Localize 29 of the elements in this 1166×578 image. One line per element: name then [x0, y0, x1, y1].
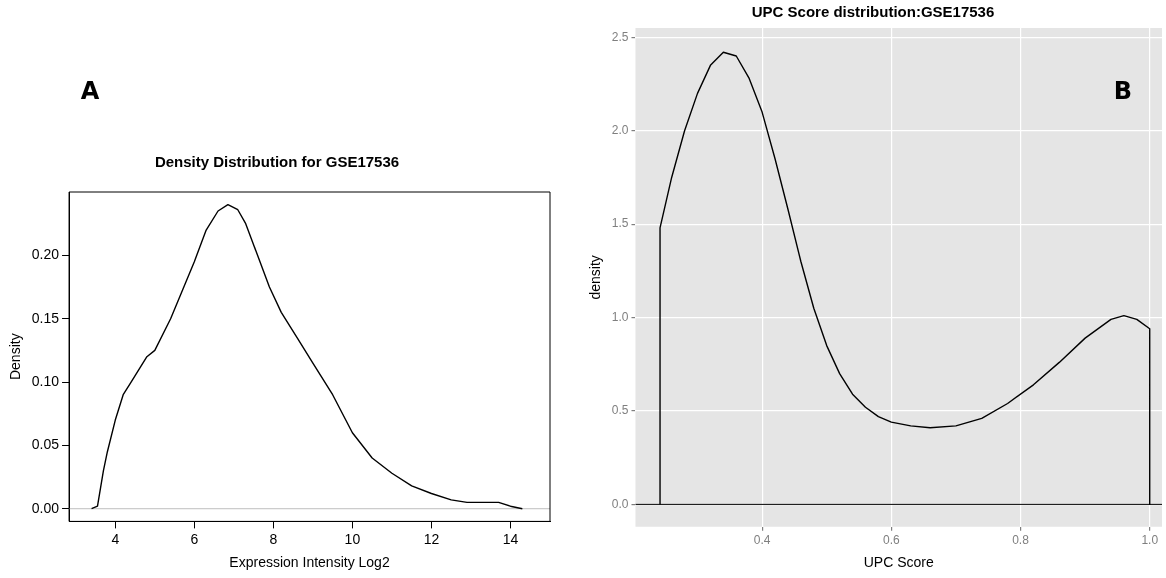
x-tick-label: 4	[111, 530, 120, 547]
y-tick-label: 1.5	[611, 216, 629, 231]
x-tick-label: 12	[423, 530, 440, 547]
y-axis-title: Density	[7, 333, 24, 381]
y-tick-label: 1.0	[611, 309, 629, 324]
y-tick-label: 0.00	[31, 499, 60, 516]
x-tick-label: 8	[269, 530, 278, 547]
annotation: B	[1113, 77, 1133, 106]
y-tick-label: 0.20	[31, 246, 60, 263]
y-tick-label: 2.5	[611, 29, 629, 44]
y-tick-label: 0.15	[31, 309, 60, 326]
chart-title: UPC Score distribution:GSE17536	[751, 3, 995, 21]
x-tick-label: 0.8	[1012, 533, 1030, 548]
x-tick-label: 1.0	[1141, 533, 1159, 548]
x-tick-label: 0.6	[882, 533, 900, 548]
x-tick-label: 14	[502, 530, 519, 547]
x-tick-label: 0.4	[753, 533, 771, 548]
text: A	[80, 77, 100, 106]
y-tick-label: 0.5	[611, 403, 629, 418]
y-tick-label: 2.0	[611, 123, 629, 138]
y-tick-label: 0.0	[611, 496, 629, 511]
chart-title: Density Distribution for GSE17536	[154, 153, 400, 171]
x-tick-label: 10	[344, 530, 361, 547]
x-axis-title: UPC Score	[863, 554, 934, 571]
x-tick-label: 6	[190, 530, 199, 547]
y-axis-title: density	[587, 255, 604, 300]
y-tick-label: 0.10	[31, 372, 60, 389]
y-tick-label: 0.05	[31, 436, 60, 453]
x-axis-title: Expression Intensity Log2	[229, 554, 390, 571]
